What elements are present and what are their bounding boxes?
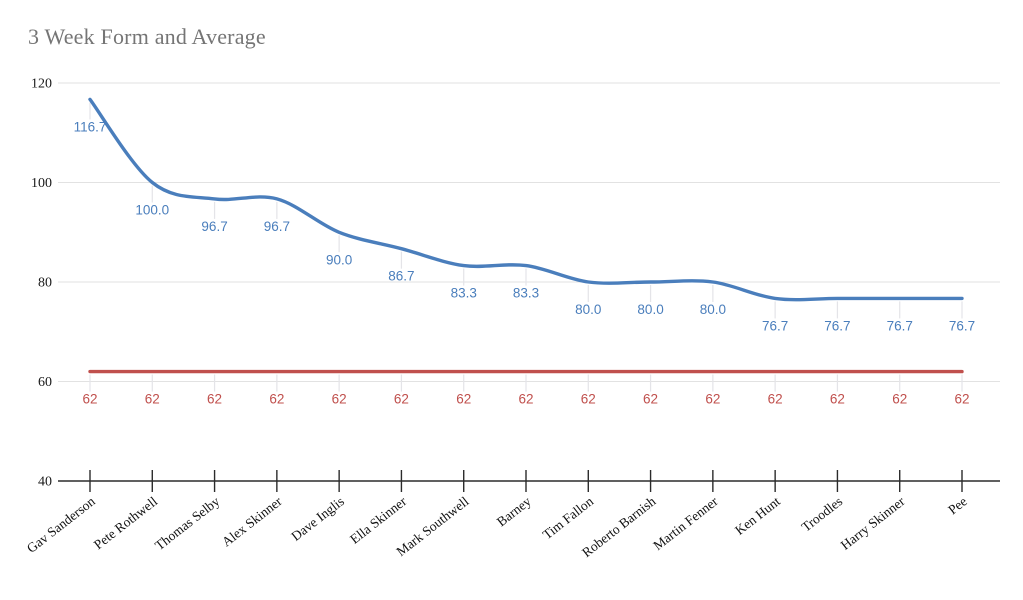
data-label-form: 76.7 <box>762 318 788 333</box>
y-axis-tick-label: 80 <box>38 276 52 291</box>
x-axis-category-label: Alex Skinner <box>219 493 285 549</box>
data-label-form: 86.7 <box>388 269 414 284</box>
data-label-average: 62 <box>830 392 845 407</box>
data-label-average: 62 <box>332 392 347 407</box>
y-axis-tick-label: 40 <box>38 475 52 490</box>
data-label-average: 62 <box>82 392 97 407</box>
data-label-form: 116.7 <box>74 119 107 134</box>
data-label-average: 62 <box>705 392 720 407</box>
x-axis-category-label: Ken Hunt <box>732 493 783 538</box>
y-axis-tick-label: 60 <box>38 375 52 390</box>
x-axis-category-label: Thomas Selby <box>152 493 223 553</box>
data-label-average: 62 <box>892 392 907 407</box>
data-label-form: 90.0 <box>326 252 352 267</box>
data-label-average: 62 <box>207 392 222 407</box>
data-label-form: 76.7 <box>824 318 850 333</box>
data-label-form: 83.3 <box>513 286 539 301</box>
data-label-form: 96.7 <box>201 219 227 234</box>
data-label-form: 76.7 <box>887 318 913 333</box>
data-label-form: 83.3 <box>451 286 477 301</box>
data-label-average: 62 <box>954 392 969 407</box>
data-label-average: 62 <box>581 392 596 407</box>
x-axis-category-label: Ella Skinner <box>347 493 410 546</box>
x-axis-category-label: Dave Inglis <box>288 494 347 544</box>
x-axis-category-label: Martin Fenner <box>650 493 721 553</box>
data-label-form: 80.0 <box>575 302 601 317</box>
x-axis-category-label: Tim Fallon <box>540 493 597 542</box>
data-label-average: 62 <box>269 392 284 407</box>
y-axis-tick-label: 100 <box>31 176 52 191</box>
data-label-average: 62 <box>768 392 783 407</box>
x-axis-category-label: Gav Sanderson <box>24 493 98 556</box>
chart-title: 3 Week Form and Average <box>28 24 266 49</box>
x-axis-category-label: Barney <box>494 493 534 529</box>
x-axis-category-label: Troodles <box>799 494 846 535</box>
x-axis-category-label: Pete Rothwell <box>91 493 160 552</box>
data-label-average: 62 <box>518 392 533 407</box>
x-axis-category-label: Pee <box>945 494 970 518</box>
data-label-average: 62 <box>456 392 471 407</box>
data-label-average: 62 <box>145 392 160 407</box>
series-line-form <box>88 97 964 302</box>
y-axis-tick-label: 120 <box>31 77 52 92</box>
data-label-form: 96.7 <box>264 219 290 234</box>
data-label-form: 100.0 <box>135 203 169 218</box>
data-label-form: 76.7 <box>949 318 975 333</box>
x-axis-category-label: Harry Skinner <box>838 493 908 552</box>
data-label-average: 62 <box>394 392 409 407</box>
data-label-form: 80.0 <box>700 302 726 317</box>
data-label-form: 80.0 <box>637 302 663 317</box>
data-label-average: 62 <box>643 392 658 407</box>
